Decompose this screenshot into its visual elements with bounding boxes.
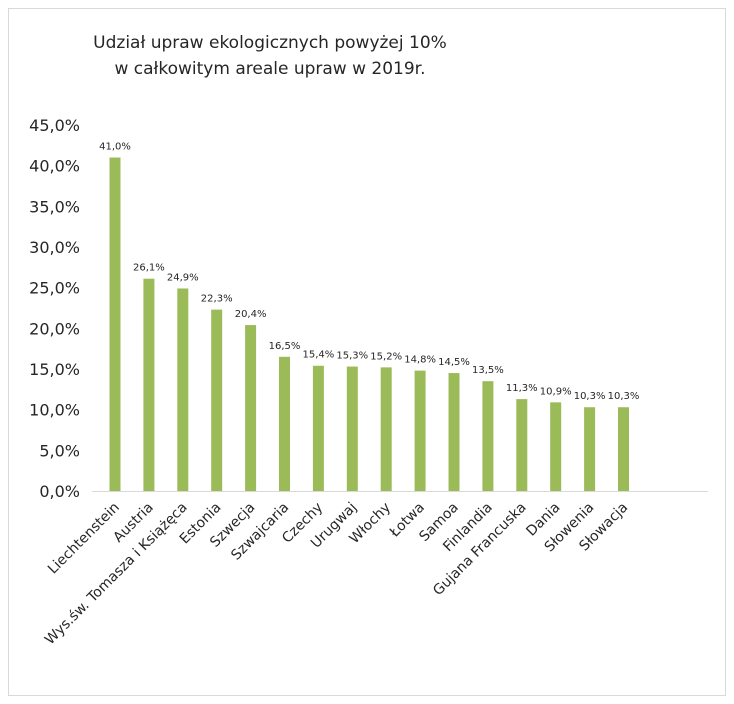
y-tick-label: 0,0% (39, 482, 80, 501)
bars (109, 157, 629, 492)
y-tick-label: 45,0% (29, 116, 80, 135)
chart-title-line-2: w całkowitym areale upraw w 2019r. (114, 59, 426, 79)
x-tick-label: Wys.św. Tomasza i Książęca (42, 500, 191, 649)
bar (448, 373, 460, 491)
y-tick-label: 40,0% (29, 157, 80, 176)
chart-title: Udział upraw ekologicznych powyżej 10% w… (0, 30, 540, 82)
y-tick-label: 35,0% (29, 197, 80, 216)
bar (550, 402, 562, 491)
bar (143, 278, 155, 491)
data-label: 26,1% (133, 263, 165, 274)
data-label: 11,3% (506, 383, 538, 394)
data-label: 16,5% (269, 341, 301, 352)
bar (414, 370, 426, 491)
data-label: 15,3% (336, 351, 368, 362)
data-label: 10,9% (540, 386, 572, 397)
bar (482, 381, 494, 491)
chart-title-line-1: Udział upraw ekologicznych powyżej 10% (93, 33, 447, 53)
bar (346, 366, 358, 491)
data-label: 10,3% (574, 391, 606, 402)
chart-frame (8, 8, 726, 696)
y-tick-label: 25,0% (29, 279, 80, 298)
data-label: 41,0% (99, 142, 131, 153)
bar (211, 309, 223, 491)
data-label: 15,2% (370, 351, 402, 362)
data-label: 14,5% (438, 357, 470, 368)
data-label: 22,3% (201, 294, 233, 305)
data-label: 10,3% (608, 391, 640, 402)
bar (279, 356, 290, 491)
y-tick-label: 15,0% (29, 360, 80, 379)
data-labels: 41,0% 26,1%24,9%22,3%20,4% 16,5%15,4% 15,3%… (99, 142, 639, 403)
bar (618, 407, 629, 491)
x-tick-label: Liechtenstein (45, 500, 123, 578)
bar (245, 325, 257, 491)
bar (584, 407, 596, 491)
y-axis-labels: 0,0% 5,0% 10,0% 15,0% 20,0% 25,0% 30,0% 35,0% 40… (29, 116, 80, 501)
data-label: 24,9% (167, 272, 199, 283)
y-tick-label: 10,0% (29, 401, 80, 420)
bar (109, 157, 121, 492)
bar (516, 399, 528, 491)
data-label: 20,4% (235, 309, 267, 320)
y-tick-label: 30,0% (29, 238, 80, 257)
bar (312, 365, 324, 491)
data-label: 15,4% (303, 350, 335, 361)
bar (177, 288, 189, 491)
y-tick-label: 20,0% (29, 319, 80, 338)
bar (380, 367, 392, 491)
data-label: 13,5% (472, 365, 504, 376)
y-tick-label: 5,0% (39, 441, 80, 460)
data-label: 14,8% (404, 355, 436, 366)
